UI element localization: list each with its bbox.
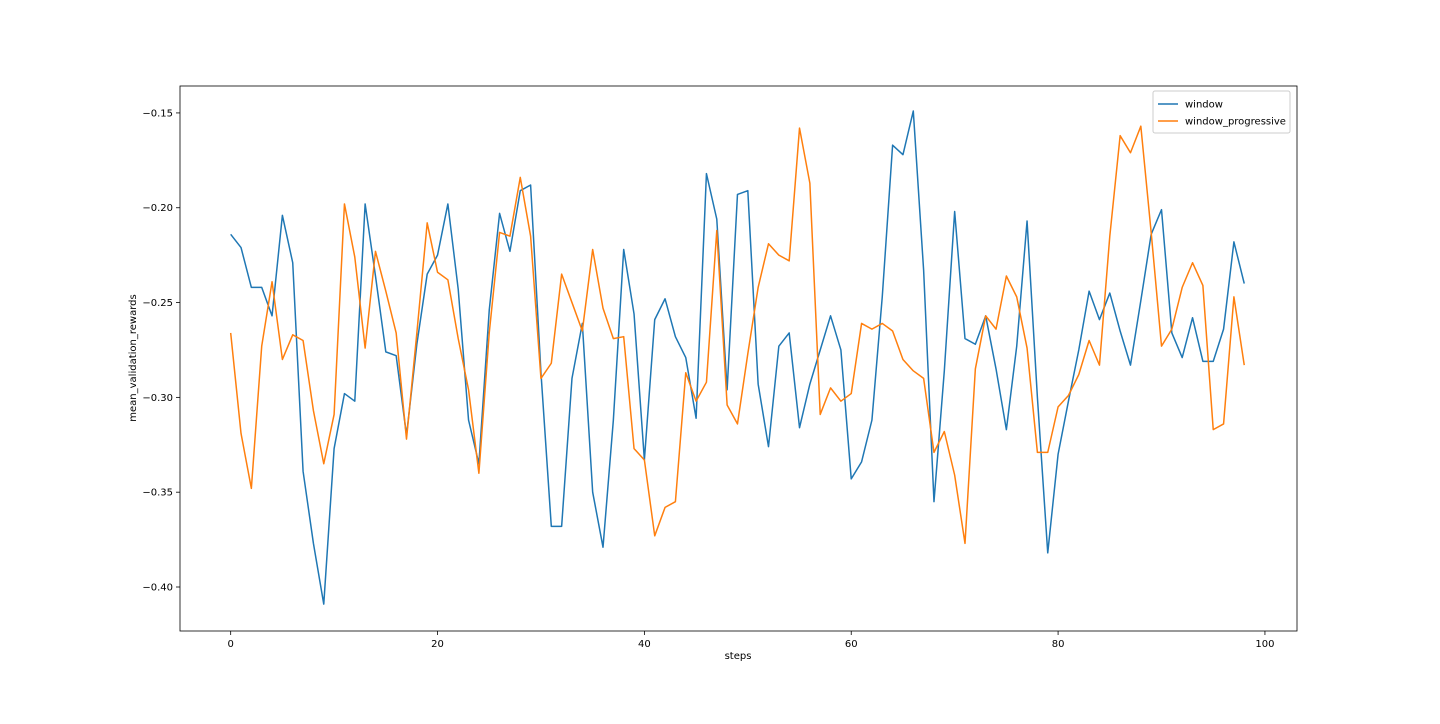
x-tick-label: 60 [845,639,858,650]
y-tick-label: −0.35 [142,488,173,499]
x-tick-label: 80 [1052,639,1065,650]
series-line [230,110,1245,605]
legend-box [1152,90,1291,134]
y-tick-label: −0.30 [142,393,173,404]
y-tick-label: −0.40 [142,583,173,594]
x-tick-label: 100 [1255,639,1274,650]
series-line [229,125,1245,545]
x-tick-label: 20 [431,639,444,650]
legend-label: window_progressive [1185,117,1286,128]
x-axis-label: steps [725,651,752,662]
y-tick-label: −0.20 [142,203,173,214]
y-tick-label: −0.15 [142,108,173,119]
y-axis-label: mean_validation_rewards [128,294,139,421]
x-tick-label: 40 [638,639,651,650]
y-tick-label: −0.25 [142,298,173,309]
plot-frame [179,85,1298,632]
legend-label: window [1185,100,1223,111]
x-tick-label: 0 [227,639,233,650]
